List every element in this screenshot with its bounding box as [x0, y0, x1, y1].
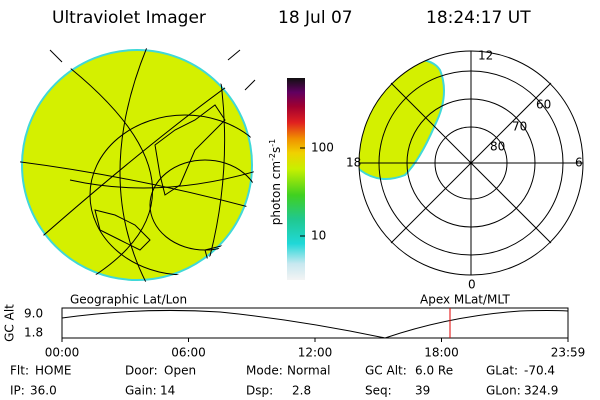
status-label: Flt: [10, 364, 29, 378]
y-tick-label: 1.8 [24, 326, 43, 340]
status-value: -70.4 [524, 364, 555, 378]
status-label: Gain: [125, 384, 157, 398]
status-value: 2.8 [292, 384, 311, 398]
x-tick-label: 12:00 [298, 346, 333, 360]
title: Ultraviolet Imager [52, 8, 206, 28]
status-value: 39 [415, 384, 430, 398]
lat-label: 70 [512, 120, 527, 134]
mlt-label: 6 [575, 156, 583, 170]
status-label: IP: [10, 384, 25, 398]
exponent: -1 [268, 139, 277, 147]
status-value: 36.0 [30, 384, 57, 398]
x-ticks: 00:00 06:00 12:00 18:00 23:59 [45, 338, 586, 360]
status-label: Door: [125, 364, 158, 378]
time: 18:24:17 UT [426, 8, 531, 28]
y-axis-label: GC Alt [3, 304, 17, 342]
x-tick-label: 18:00 [424, 346, 459, 360]
mlt-label: 12 [478, 49, 493, 63]
colorbar-tick-label: 100 [311, 141, 334, 155]
status-value: Open [164, 364, 196, 378]
status-label: Mode: [246, 364, 283, 378]
status-lines: Flt: HOME Door: Open Mode: Normal GC Alt: 6.0 R… [10, 364, 558, 398]
mlt-label: 18 [346, 156, 361, 170]
lat-label: 60 [536, 98, 551, 112]
panel-label: Geographic Lat/Lon [70, 293, 187, 307]
unit: s [269, 147, 283, 153]
y-tick-label: 9.0 [24, 307, 43, 321]
x-tick-label: 23:59 [551, 346, 586, 360]
colorbar-label: photon cm-2s-1 [268, 139, 283, 226]
unit: photon cm [269, 161, 283, 225]
status-value: 14 [160, 384, 175, 398]
status-value: 324.9 [524, 384, 558, 398]
status-value: HOME [35, 364, 71, 378]
status-label: GLat: [486, 364, 518, 378]
geographic-map [20, 48, 256, 282]
status-value: Normal [287, 364, 330, 378]
status-label: GC Alt: [365, 364, 407, 378]
x-tick-label: 06:00 [171, 346, 206, 360]
colorbar-tick-label: 10 [311, 229, 326, 243]
colorbar [287, 78, 305, 280]
date: 18 Jul 07 [278, 8, 353, 28]
polar-plot [358, 50, 584, 276]
status-label: Dsp: [246, 384, 273, 398]
lat-label: 80 [490, 140, 505, 154]
exponent: -2 [268, 153, 277, 161]
status-label: Seq: [365, 384, 392, 398]
panel-label: Apex MLat/MLT [420, 293, 510, 307]
x-tick-label: 00:00 [45, 346, 80, 360]
altitude-plot [61, 307, 569, 339]
status-value: 6.0 Re [415, 364, 453, 378]
status-label: GLon: [486, 384, 521, 398]
mlt-label: 0 [468, 278, 476, 292]
